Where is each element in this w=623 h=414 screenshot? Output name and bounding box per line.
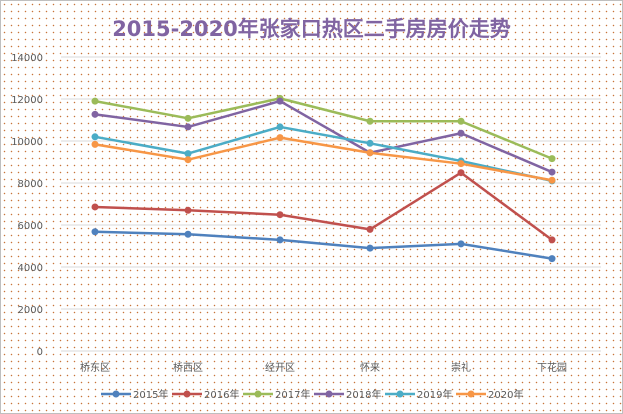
data-point [184,114,192,122]
data-point [548,236,556,244]
data-point [366,149,374,157]
data-point [457,129,465,137]
x-tick-label: 桥东区 [80,361,110,374]
x-tick-label: 经开区 [265,361,295,374]
x-tick-label: 桥西区 [173,362,203,374]
data-point [548,155,556,163]
legend-label: 2018年 [346,388,381,401]
chart-title: 2015-2020年张家口热区二手房房价走势 [112,17,511,41]
data-point [276,236,284,244]
x-tick-label: 怀来 [360,362,380,374]
data-point [91,140,99,148]
data-point [276,211,284,219]
data-point [184,150,192,158]
y-tick-label: 0 [37,347,43,358]
y-tick-label: 2000 [18,305,43,316]
legend-label: 2015年 [133,388,168,401]
data-point [184,230,192,238]
data-point [548,255,556,263]
series-line-2019年 [94,125,553,183]
legend-label: 2016年 [204,388,239,401]
series-line-2018年 [94,99,553,174]
data-point [366,225,374,233]
data-point [91,110,99,118]
data-point [276,97,284,105]
legend-label: 2019年 [417,388,452,401]
data-point [366,117,374,125]
data-point [91,133,99,141]
data-point [184,156,192,164]
data-point [184,206,192,214]
y-tick-label: 4000 [18,263,43,274]
x-tick-label: 崇礼 [451,361,471,374]
series-line-2016年 [94,171,553,241]
data-point [366,244,374,252]
x-tick-label: 下花园 [537,361,567,374]
data-point [366,139,374,147]
data-point [548,168,556,176]
data-point [457,169,465,177]
y-tick-label: 14000 [11,53,43,64]
y-tick-label: 8000 [18,179,43,190]
y-tick-label: 6000 [18,221,43,232]
data-point [457,117,465,125]
data-point [91,203,99,211]
y-tick-label: 10000 [11,137,43,148]
legend-marker [112,390,120,398]
legend-marker [254,390,262,398]
legend-marker [396,390,404,398]
legend-label: 2017年 [275,388,310,401]
legend-marker [183,390,191,398]
series-line-2020年 [94,136,553,182]
legend-marker [467,390,475,398]
data-point [457,240,465,248]
data-point [91,228,99,236]
data-point [276,123,284,131]
data-point [91,97,99,105]
series-line-2015年 [94,230,553,260]
data-point [457,160,465,168]
data-point [184,123,192,131]
data-point [276,134,284,142]
series-line-2017年 [94,97,553,160]
legend-label: 2020年 [488,388,523,401]
legend-marker [325,390,333,398]
y-tick-label: 12000 [11,95,43,106]
data-point [548,176,556,184]
